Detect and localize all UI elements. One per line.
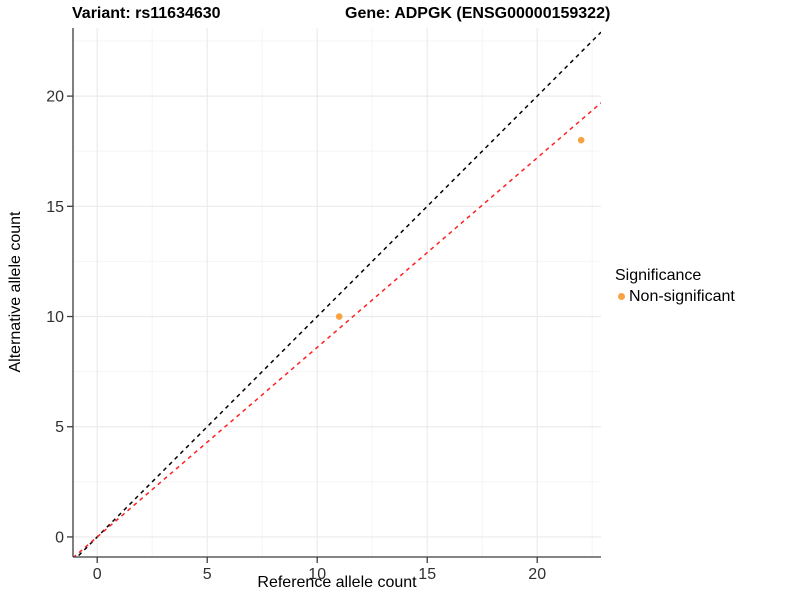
x-axis-title: Reference allele count [257,574,417,591]
y-axis-title: Alternative allele count [7,211,24,373]
y-tick-label: 20 [46,89,64,106]
x-tick-label: 10 [308,566,326,583]
legend-item-non-significant: Non-significant [612,286,735,307]
y-tick-label: 15 [46,199,64,216]
plot-title-gene: Gene: ADPGK (ENSG00000159322) [345,5,611,22]
x-tick-label: 5 [203,566,212,583]
x-tick-label: 0 [93,566,102,583]
plot-title-variant: Variant: rs11634630 [72,5,221,22]
data-point [335,313,343,320]
y-tick-label: 10 [46,309,64,326]
legend: Significance Non-significant [612,265,735,307]
data-point [577,136,585,144]
x-tick-label: 15 [418,566,436,583]
x-tick-label: 20 [528,566,546,583]
legend-title: Significance [615,267,702,284]
y-tick-label: 5 [55,419,64,436]
y-tick-label: 0 [55,529,64,546]
point-marker-icon [618,293,625,300]
legend-item-label: Non-significant [629,287,735,305]
